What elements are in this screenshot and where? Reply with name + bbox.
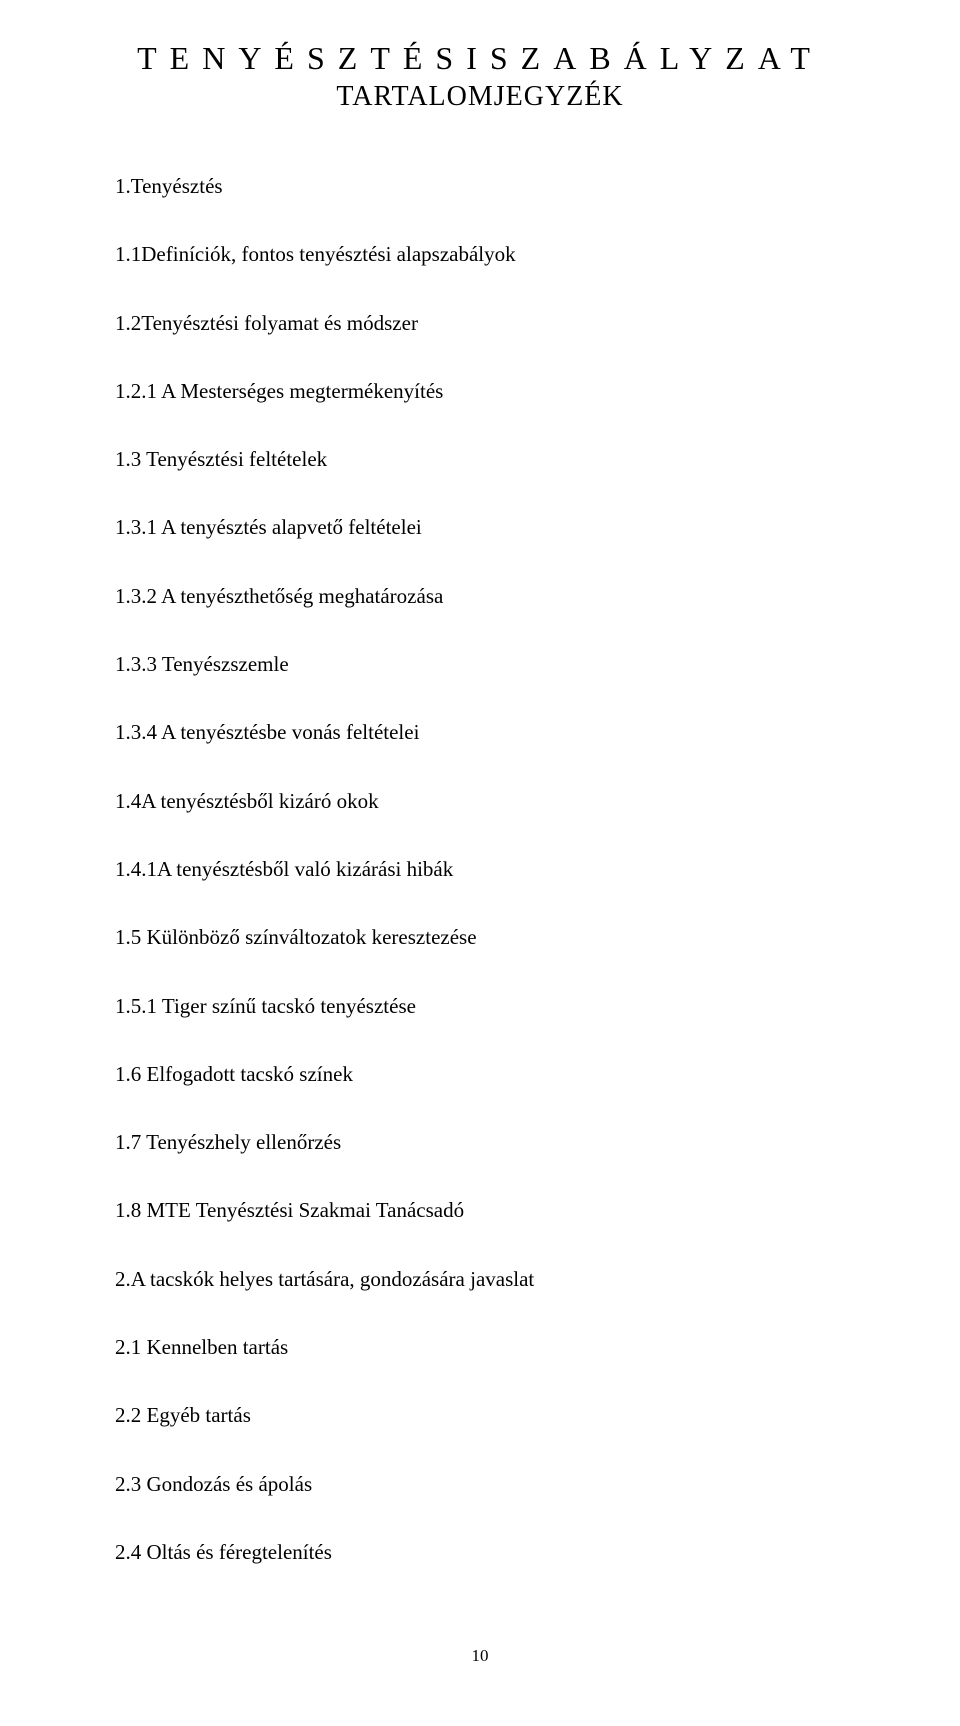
toc-entry: 2.3 Gondozás és ápolás: [115, 1471, 845, 1498]
toc-entry: 2.4 Oltás és féregtelenítés: [115, 1539, 845, 1566]
toc-entry: 1.3.4 A tenyésztésbe vonás feltételei: [115, 719, 845, 746]
toc-entry: 1.1Definíciók, fontos tenyésztési alapsz…: [115, 241, 845, 268]
toc-entry: 1.7 Tenyészhely ellenőrzés: [115, 1129, 845, 1156]
toc-entry: 1.8 MTE Tenyésztési Szakmai Tanácsadó: [115, 1197, 845, 1224]
toc-entry: 1.2Tenyésztési folyamat és módszer: [115, 310, 845, 337]
toc-entry: 1.5 Különböző színváltozatok keresztezés…: [115, 924, 845, 951]
toc-entry: 1.2.1 A Mesterséges megtermékenyítés: [115, 378, 845, 405]
toc-entry: 1.4A tenyésztésből kizáró okok: [115, 788, 845, 815]
subtitle: TARTALOMJEGYZÉK: [115, 81, 845, 113]
toc-entry: 2.A tacskók helyes tartására, gondozásár…: [115, 1266, 845, 1293]
toc-entry: 1.3 Tenyésztési feltételek: [115, 446, 845, 473]
toc-entry: 1.3.1 A tenyésztés alapvető feltételei: [115, 514, 845, 541]
toc-entry: 1.6 Elfogadott tacskó színek: [115, 1061, 845, 1088]
main-title: TENYÉSZTÉSISZABÁLYZAT: [115, 40, 845, 77]
page-number: 10: [0, 1646, 960, 1666]
toc-entry: 1.5.1 Tiger színű tacskó tenyésztése: [115, 993, 845, 1020]
toc-entry: 1.4.1A tenyésztésből való kizárási hibák: [115, 856, 845, 883]
toc-entry: 2.2 Egyéb tartás: [115, 1402, 845, 1429]
toc-entry: 1.Tenyésztés: [115, 173, 845, 200]
toc-entry: 1.3.2 A tenyészthetőség meghatározása: [115, 583, 845, 610]
toc-entry: 1.3.3 Tenyészszemle: [115, 651, 845, 678]
toc-entry: 2.1 Kennelben tartás: [115, 1334, 845, 1361]
